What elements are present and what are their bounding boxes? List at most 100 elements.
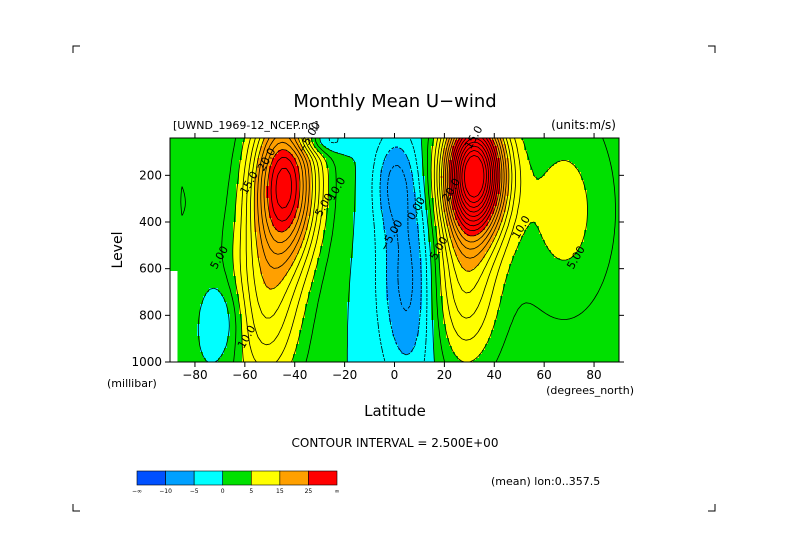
field-cell [560, 160, 563, 260]
field-cell [572, 164, 575, 256]
field-cell [227, 336, 230, 362]
field-cell [284, 230, 287, 276]
field-cell [539, 138, 542, 178]
corner-mark-top-right [708, 45, 716, 53]
field-cell [464, 234, 467, 270]
field-cell [458, 138, 461, 226]
contour-line [379, 146, 422, 356]
field-cell [515, 250, 518, 362]
field-cell [380, 138, 383, 170]
field-cell [218, 138, 221, 292]
field-cell [485, 252, 488, 344]
field-cell [542, 176, 545, 240]
field-cell [323, 230, 326, 362]
field-cell [473, 236, 476, 268]
field-cell [281, 280, 284, 362]
field-cell [290, 138, 293, 154]
field-cell [305, 138, 308, 154]
x-tick-label: 0 [391, 368, 399, 382]
field-cell [479, 262, 482, 354]
field-cell [530, 138, 533, 170]
field-cell [419, 310, 422, 362]
field-cell [410, 138, 413, 172]
contour-line [239, 138, 522, 362]
field-cell [395, 138, 398, 146]
filled-contour-field [170, 138, 619, 362]
field-cell [578, 138, 581, 172]
field-cell [236, 294, 239, 362]
contour-line [387, 165, 414, 312]
field-cell [398, 148, 401, 350]
field-cell [416, 138, 419, 224]
field-cell [293, 260, 296, 354]
field-cell [569, 162, 572, 258]
field-cell [224, 302, 227, 348]
field-cell [197, 336, 200, 362]
contour-line [464, 155, 485, 198]
contour-line [245, 138, 516, 346]
field-cell [365, 138, 368, 362]
contour-line [260, 138, 505, 255]
field-cell [494, 236, 497, 320]
field-cell [437, 138, 440, 254]
field-cell [410, 352, 413, 362]
field-cell [293, 158, 296, 218]
field-cell [446, 338, 449, 362]
field-cell [299, 138, 302, 144]
field-cell [494, 320, 497, 362]
contour-line [328, 138, 428, 362]
chart-title: Monthly Mean U−wind [293, 91, 496, 112]
field-cell [332, 138, 335, 152]
field-cell [482, 230, 485, 258]
field-cell [407, 138, 410, 160]
x-tick-label: −60 [232, 368, 257, 382]
colorbar-swatch [193, 470, 224, 486]
field-cell [476, 234, 479, 266]
field-cell [566, 160, 569, 260]
field-cell [488, 338, 491, 362]
field-cell [335, 138, 338, 152]
field-cell [179, 138, 182, 362]
dataset-label: [UWND_1969-12_NCEP.nc] [173, 119, 318, 132]
field-cell [308, 292, 311, 362]
field-cell [449, 346, 452, 362]
field-cell [488, 138, 491, 220]
field-cell [257, 158, 260, 258]
field-cell [494, 138, 497, 146]
field-cell [347, 138, 350, 156]
field-cell [572, 256, 575, 362]
field-cell [209, 138, 212, 288]
field-cell [404, 354, 407, 362]
field-cell [281, 150, 284, 232]
contour-line [257, 138, 507, 269]
field-cell [488, 248, 491, 338]
field-cell [581, 242, 584, 362]
field-cell [575, 252, 578, 362]
field-cell [503, 212, 506, 284]
field-cell [542, 138, 545, 176]
field-cell [536, 138, 539, 180]
field-cell [431, 138, 434, 146]
field-cell [533, 138, 536, 176]
field-cell [395, 344, 398, 362]
field-cell [383, 230, 386, 362]
contour-line [457, 141, 491, 213]
field-cell [296, 344, 299, 362]
field-cell [434, 226, 437, 362]
field-cell [254, 138, 257, 176]
field-cell [536, 180, 539, 226]
field-cell [563, 260, 566, 362]
field-cell [176, 138, 179, 362]
footer-mean-lon: (mean) lon:0..357.5 [491, 475, 600, 488]
field-cell [173, 138, 176, 362]
field-cell [347, 156, 350, 302]
field-cell [194, 138, 197, 362]
field-cell [218, 292, 221, 358]
field-cell [350, 138, 353, 158]
x-tick-label: −80 [182, 368, 207, 382]
contour-interval-text: CONTOUR INTERVAL = 2.500E+00 [292, 436, 499, 450]
field-cell [521, 236, 524, 362]
contour-line [267, 138, 501, 237]
field-cell [545, 246, 548, 362]
field-cell [359, 138, 362, 362]
